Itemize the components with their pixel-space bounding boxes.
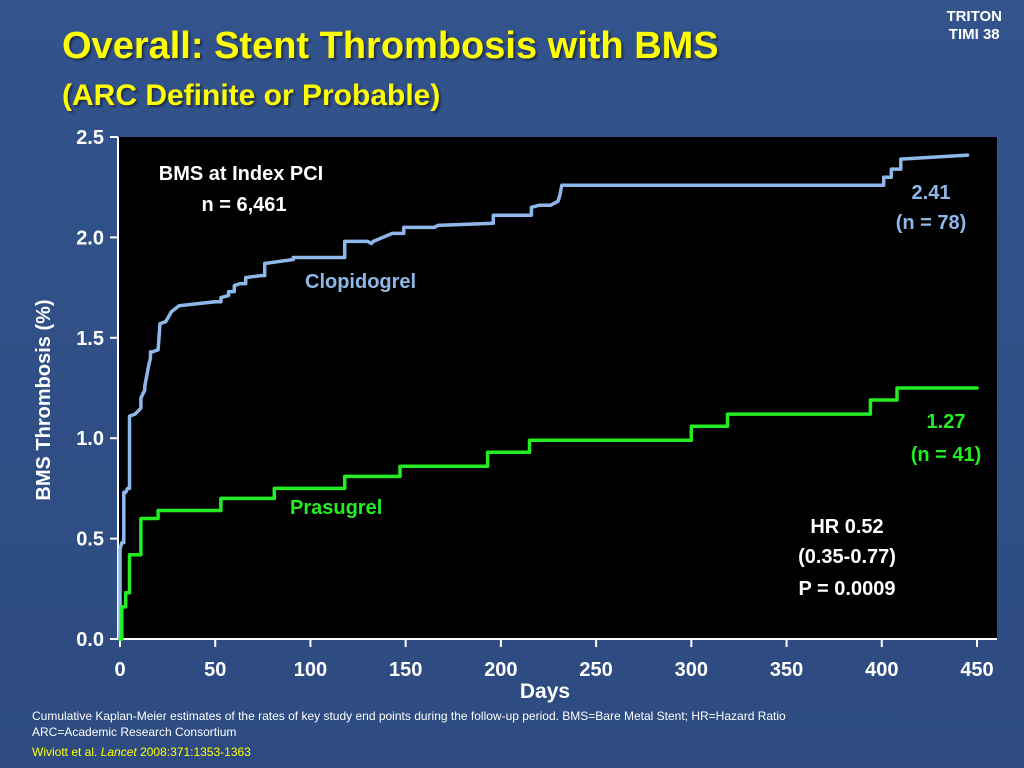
hazard-ratio: HR 0.52 <box>810 516 883 538</box>
series-label-prasugrel: Prasugrel <box>290 497 382 519</box>
trial-tag-line2: TIMI 38 <box>948 26 1000 43</box>
prasugrel-end-n: (n = 41) <box>911 444 982 466</box>
x-tick-label: 100 <box>294 659 327 681</box>
y-tick-label: 1.5 <box>76 328 104 350</box>
x-tick-label: 450 <box>960 659 993 681</box>
prasugrel-end-value: 1.27 <box>927 411 966 433</box>
x-tick-label: 0 <box>114 659 125 681</box>
slide-subtitle: (ARC Definite or Probable) <box>62 79 441 112</box>
citation-authors: Wiviott et al. <box>32 745 98 759</box>
clopidogrel-end-value: 2.41 <box>912 182 951 204</box>
x-tick-label: 200 <box>484 659 517 681</box>
population-n: n = 6,461 <box>201 194 286 216</box>
y-tick-label: 2.0 <box>76 227 104 249</box>
x-tick-label: 350 <box>770 659 803 681</box>
p-value: P = 0.0009 <box>799 578 896 600</box>
population-label: BMS at Index PCI <box>159 163 323 185</box>
trial-tag: TRITON TIMI 38 <box>946 8 1002 44</box>
y-tick-label: 0.5 <box>76 529 104 551</box>
citation-journal: Lancet <box>100 745 137 759</box>
trial-tag-line1: TRITON <box>946 8 1002 25</box>
series-line-clopidogrel <box>118 153 970 641</box>
series-line-prasugrel <box>118 386 979 641</box>
x-tick-label: 400 <box>865 659 898 681</box>
plot-area <box>118 137 997 639</box>
y-tick-label: 1.0 <box>76 428 104 450</box>
clopidogrel-end-n: (n = 78) <box>896 212 967 234</box>
stent-thrombosis-chart: 0.0 0.5 1.0 1.5 2.0 2.5 0 50 100 150 200 250 300 350 4… <box>33 127 997 703</box>
x-tick-label: 150 <box>389 659 422 681</box>
x-axis-title: Days <box>520 680 570 703</box>
x-tick-label: 50 <box>204 659 226 681</box>
x-tick-label: 300 <box>675 659 708 681</box>
confidence-interval: (0.35-0.77) <box>798 546 896 568</box>
footnote-arc: ARC=Academic Research Consortium <box>32 725 237 739</box>
series-label-clopidogrel: Clopidogrel <box>305 271 416 293</box>
footnote-definitions: Cumulative Kaplan-Meier estimates of the… <box>32 709 786 723</box>
citation: Wiviott et al. Lancet 2008:371:1353-1363 <box>32 745 251 760</box>
slide-title: Overall: Stent Thrombosis with BMS <box>62 25 719 67</box>
y-tick-label: 0.0 <box>76 629 104 651</box>
y-axis-title: BMS Thrombosis (%) <box>33 299 55 500</box>
x-tick-label: 250 <box>579 659 612 681</box>
y-tick-label: 2.5 <box>76 127 104 149</box>
citation-reference: 2008:371:1353-1363 <box>140 745 251 759</box>
